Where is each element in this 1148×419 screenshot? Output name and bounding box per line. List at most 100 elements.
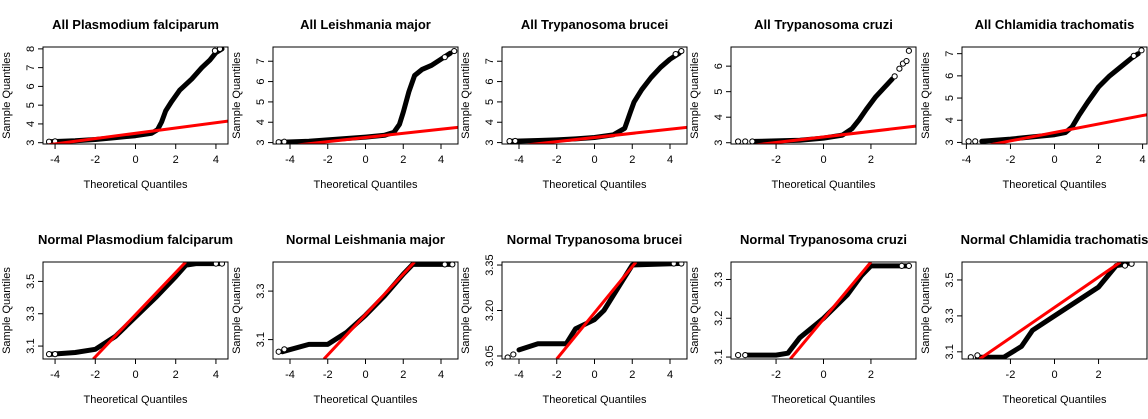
plot-area: [43, 47, 228, 144]
y-tick-label: 3: [713, 140, 725, 146]
qq-point: [449, 262, 456, 268]
x-tick-label: 2: [1095, 369, 1101, 381]
reference-line: [521, 125, 687, 144]
qq-panel: All Plasmodium falciparum Theoretical Qua…: [1, 17, 229, 191]
x-tick-label: 4: [213, 369, 219, 381]
qq-point: [1130, 52, 1137, 59]
x-tick-label: 2: [1095, 154, 1101, 166]
x-tick-label: -4: [50, 369, 60, 381]
x-tick-label: -2: [90, 154, 100, 166]
y-tick-label: 3.1: [255, 332, 267, 347]
qq-point: [1121, 262, 1129, 269]
qq-point: [903, 57, 910, 65]
qq-panel: All Leishmania major Theoretical Quantile…: [231, 17, 459, 191]
panel-title: Normal Trypanosoma cruzi: [740, 232, 907, 247]
y-tick-label: 5: [25, 102, 37, 108]
y-tick-label: 3.35: [484, 254, 496, 275]
x-tick-label: -4: [285, 154, 295, 166]
qq-point: [45, 351, 53, 358]
y-axis-label: Sample Quantiles: [460, 52, 472, 139]
qq-point: [275, 348, 282, 355]
x-axis-label: Theoretical Quantiles: [84, 394, 188, 406]
y-axis-label: Sample Quantiles: [231, 52, 243, 139]
qq-point: [896, 65, 903, 72]
x-axis-label: Theoretical Quantiles: [1003, 179, 1107, 191]
x-tick-label: 2: [868, 369, 874, 381]
qq-point: [512, 137, 519, 144]
x-tick-label: 4: [1140, 154, 1146, 166]
panel-title: All Trypanosoma cruzi: [754, 17, 893, 32]
qq-point: [216, 47, 224, 52]
y-axis-label: Sample Quantiles: [460, 267, 472, 354]
y-tick-label: 8: [25, 46, 37, 52]
y-tick-label: 7: [255, 58, 267, 64]
qq-point: [1138, 47, 1145, 54]
x-tick-label: 0: [132, 154, 138, 166]
y-tick-label: 4: [713, 114, 725, 120]
panel-title: All Leishmania major: [300, 17, 431, 32]
y-tick-label: 3.1: [944, 344, 956, 359]
panel-title: All Chlamidia trachomatis: [975, 17, 1135, 32]
sample-quantile-curve: [508, 50, 682, 144]
sample-quantile-curve: [278, 50, 453, 144]
sample-quantile-curve: [48, 262, 223, 357]
qq-point: [905, 47, 912, 54]
plot-frame: [961, 261, 1148, 360]
plot-area: [45, 262, 226, 359]
y-tick-label: 3: [484, 140, 496, 146]
y-tick-label: 7: [944, 51, 956, 57]
y-tick-label: 4: [484, 119, 496, 125]
y-tick-label: 3.3: [25, 306, 37, 321]
y-tick-label: 5: [255, 99, 267, 105]
x-tick-label: 2: [400, 369, 406, 381]
qq-point: [965, 138, 972, 144]
x-tick-label: -2: [552, 154, 562, 166]
y-tick-label: 5: [944, 95, 956, 101]
qq-point: [510, 351, 517, 358]
qq-panel: Normal Leishmania major Theoretical Quant…: [231, 232, 459, 406]
plot-area: [506, 47, 687, 144]
x-tick-label: 0: [1051, 154, 1057, 166]
x-tick-label: -2: [90, 369, 100, 381]
y-tick-label: 3: [255, 140, 267, 146]
x-tick-label: 4: [213, 154, 219, 166]
x-axis-label: Theoretical Quantiles: [314, 394, 418, 406]
reference-line: [555, 262, 638, 359]
reference-line: [43, 119, 228, 144]
qq-point: [1128, 262, 1135, 267]
y-tick-label: 5: [713, 89, 725, 95]
plot-frame: [961, 46, 1148, 145]
reference-line: [292, 125, 458, 144]
x-tick-label: -2: [771, 369, 781, 381]
qq-point: [972, 138, 979, 144]
y-tick-label: 7: [25, 65, 37, 71]
qq-panel: Normal Trypanosoma cruzi Theoretical Quan…: [689, 232, 917, 406]
panel-title: All Plasmodium falciparum: [52, 17, 219, 32]
reference-line: [750, 124, 916, 144]
x-tick-label: 0: [820, 369, 826, 381]
y-tick-label: 3.5: [944, 272, 956, 287]
y-tick-label: 6: [484, 79, 496, 85]
x-tick-label: 2: [629, 154, 635, 166]
plot-area: [275, 47, 458, 144]
qq-point: [211, 47, 219, 54]
qq-point: [45, 138, 53, 144]
x-tick-label: -4: [962, 154, 972, 166]
x-tick-label: -2: [552, 369, 562, 381]
x-axis-label: Theoretical Quantiles: [543, 179, 647, 191]
qq-point: [281, 346, 288, 353]
plot-area: [735, 47, 916, 144]
panel-title: Normal Trypanosoma brucei: [507, 232, 683, 247]
x-tick-label: 2: [173, 154, 179, 166]
y-axis-label: Sample Quantiles: [689, 52, 701, 139]
y-axis-label: Sample Quantiles: [1, 267, 13, 354]
y-tick-label: 3.2: [713, 311, 725, 326]
qq-point: [974, 352, 981, 359]
x-tick-label: -2: [323, 154, 333, 166]
y-tick-label: 5: [484, 99, 496, 105]
x-tick-label: 0: [591, 154, 597, 166]
qq-point: [735, 138, 742, 144]
plot-area: [967, 262, 1135, 359]
x-tick-label: 0: [362, 154, 368, 166]
